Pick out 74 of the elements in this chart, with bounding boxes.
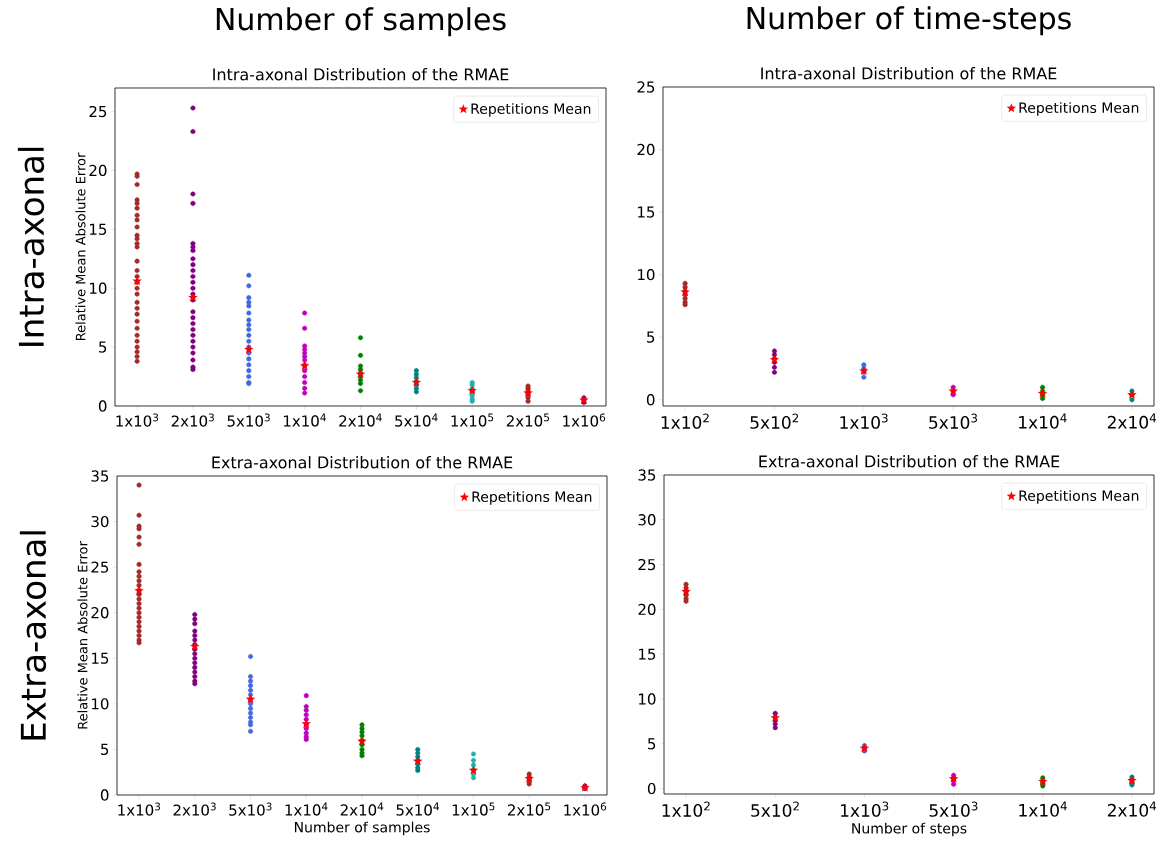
y-tick-label: 25 bbox=[638, 558, 656, 571]
y-tick-label: 0 bbox=[647, 782, 656, 795]
x-tick-label: 2x10$^{4}$ bbox=[1107, 801, 1157, 817]
chart-title: Extra-axonal Distribution of the RMAE bbox=[759, 455, 1060, 468]
y-tick-label: 15 bbox=[90, 223, 107, 235]
y-tick-label: 30 bbox=[638, 514, 656, 526]
x-tick-label: 1x10$^{2}$ bbox=[661, 413, 709, 429]
y-tick-label: 25 bbox=[89, 105, 107, 118]
text: Extra-axonal bbox=[19, 531, 47, 740]
legend-label: Repetitions Mean bbox=[1019, 102, 1139, 116]
y-tick-label: 0 bbox=[100, 789, 109, 801]
y-tick-label: 30 bbox=[91, 515, 109, 528]
y-tick-label: 20 bbox=[91, 607, 109, 619]
y-tick-label: 0 bbox=[98, 400, 107, 412]
y-tick-label: 25 bbox=[637, 81, 655, 93]
legend-label: Repetitions Mean bbox=[1019, 490, 1139, 504]
x-tick-label: 5x10$^{3}$ bbox=[929, 413, 978, 429]
x-axis-title: Number of steps bbox=[852, 822, 967, 837]
y-tick-label: 5 bbox=[101, 743, 109, 756]
y-tick-label: 0 bbox=[646, 394, 655, 406]
x-tick-label: 5x10$^{3}$ bbox=[929, 801, 978, 817]
x-tick-label: 2x10$^{4}$ bbox=[339, 413, 382, 427]
x-tick-label: 1x10$^{4}$ bbox=[1019, 801, 1067, 817]
y-tick-label: 10 bbox=[90, 282, 107, 294]
x-tick-label: 1x10$^{4}$ bbox=[285, 802, 328, 816]
y-tick-label: 15 bbox=[639, 648, 656, 660]
x-tick-label: 1x10$^{5}$ bbox=[451, 413, 494, 427]
chart-title: Extra-axonal Distribution of the RMAE bbox=[212, 456, 513, 469]
y-tick-label: 35 bbox=[91, 470, 109, 482]
y-tick-label: 5 bbox=[648, 738, 656, 750]
x-tick-label: 1x10$^{3}$ bbox=[841, 801, 889, 817]
x-tick-label: 5x10$^{2}$ bbox=[750, 413, 799, 429]
x-tick-label: 2x10$^{3}$ bbox=[173, 802, 216, 816]
x-tick-label: 1x10$^{3}$ bbox=[116, 413, 159, 427]
y-tick-label: 15 bbox=[638, 206, 655, 218]
x-tick-label: 1x10$^{6}$ bbox=[564, 802, 607, 816]
x-tick-label: 5x10$^{3}$ bbox=[227, 413, 270, 427]
y-tick-label: 25 bbox=[91, 561, 109, 573]
text: Number of samples bbox=[216, 7, 506, 37]
x-tick-label: 2x10$^{5}$ bbox=[506, 413, 549, 427]
y-tick-label: 20 bbox=[89, 164, 107, 177]
y-axis-title: Relative Mean Absolute Error bbox=[77, 541, 88, 729]
y-tick-label: 15 bbox=[92, 652, 109, 664]
legend-label: Repetitions Mean bbox=[472, 491, 592, 505]
x-tick-label: 5x10$^{4}$ bbox=[396, 802, 439, 816]
y-tick-label: 20 bbox=[637, 143, 655, 156]
x-tick-label: 1x10$^{3}$ bbox=[118, 802, 161, 816]
y-tick-label: 35 bbox=[638, 469, 656, 481]
x-tick-label: 2x10$^{4}$ bbox=[340, 802, 384, 816]
x-tick-label: 2x10$^{3}$ bbox=[171, 413, 214, 427]
y-tick-label: 20 bbox=[638, 603, 656, 616]
y-tick-label: 10 bbox=[638, 268, 655, 281]
chart-title: Intra-axonal Distribution of the RMAE bbox=[761, 67, 1057, 80]
x-tick-label: 1x10$^{4}$ bbox=[283, 413, 326, 427]
x-tick-label: 2x10$^{5}$ bbox=[507, 802, 551, 816]
x-tick-label: 1x10$^{5}$ bbox=[452, 802, 495, 816]
text: Number of time-steps bbox=[747, 6, 1071, 36]
x-tick-label: 5x10$^{3}$ bbox=[229, 802, 272, 816]
x-tick-label: 1x10$^{2}$ bbox=[662, 801, 710, 817]
x-tick-label: 5x10$^{4}$ bbox=[395, 413, 438, 427]
x-tick-label: 1x10$^{4}$ bbox=[1019, 413, 1067, 429]
y-tick-label: 5 bbox=[99, 341, 107, 353]
y-tick-label: 10 bbox=[639, 693, 656, 705]
y-tick-label: 5 bbox=[647, 331, 655, 343]
x-axis-title: Number of samples bbox=[294, 821, 430, 836]
chart-title: Intra-axonal Distribution of the RMAE bbox=[213, 68, 509, 81]
x-tick-label: 1x10$^{3}$ bbox=[840, 413, 888, 429]
y-tick-label: 10 bbox=[92, 698, 109, 710]
y-axis-title: Relative Mean Absolute Error bbox=[75, 152, 86, 341]
x-tick-label: 1x10$^{6}$ bbox=[563, 413, 606, 427]
x-tick-label: 5x10$^{2}$ bbox=[751, 801, 799, 817]
legend-label: Repetitions Mean bbox=[471, 103, 591, 117]
text: Intra-axonal bbox=[17, 147, 45, 346]
x-tick-label: 2x10$^{4}$ bbox=[1107, 413, 1157, 429]
